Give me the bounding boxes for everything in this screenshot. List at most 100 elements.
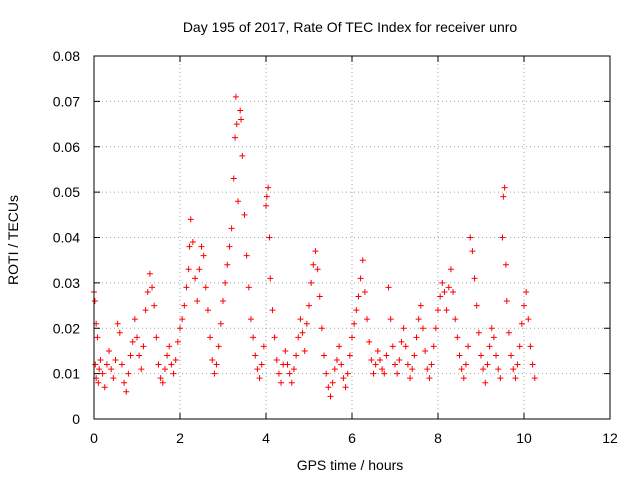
- data-point: [502, 261, 509, 268]
- data-point: [121, 379, 128, 386]
- data-point: [518, 320, 525, 327]
- data-point: [525, 316, 532, 323]
- data-point: [495, 366, 502, 373]
- data-point: [398, 338, 405, 345]
- data-point: [327, 393, 334, 400]
- data-point: [245, 284, 252, 291]
- data-point: [514, 361, 521, 368]
- y-tick-label: 0.03: [53, 275, 80, 291]
- data-point: [254, 366, 261, 373]
- data-point: [499, 234, 506, 241]
- data-point: [510, 366, 517, 373]
- x-tick-label: 10: [516, 430, 532, 446]
- data-point: [501, 184, 508, 191]
- data-point: [204, 307, 211, 314]
- data-point: [325, 384, 332, 391]
- x-axis-label: GPS time / hours: [297, 457, 404, 473]
- data-point: [404, 361, 411, 368]
- data-point: [437, 293, 444, 300]
- data-point: [103, 361, 110, 368]
- data-point: [409, 366, 416, 373]
- data-point: [155, 361, 162, 368]
- data-point: [475, 329, 482, 336]
- axis-ticks: 0 2 4 6 8 10 12 0 0.01 0.02 0.03 0.04 0.05 0.06 0.07 0.…: [53, 48, 618, 446]
- data-point: [346, 352, 353, 359]
- data-point: [512, 375, 519, 382]
- data-point: [359, 257, 366, 264]
- data-point: [318, 325, 325, 332]
- data-point: [266, 234, 273, 241]
- data-point: [361, 288, 368, 295]
- data-point: [181, 302, 188, 309]
- data-point: [503, 298, 510, 305]
- data-point: [267, 275, 274, 282]
- data-point: [164, 352, 171, 359]
- data-point: [521, 302, 527, 309]
- data-point: [151, 302, 158, 309]
- data-point: [239, 152, 246, 159]
- data-point: [118, 361, 125, 368]
- data-point: [94, 334, 101, 341]
- data-point: [441, 288, 448, 295]
- data-point: [435, 307, 441, 314]
- data-point: [252, 352, 259, 359]
- data-point: [114, 320, 121, 327]
- data-point: [265, 184, 272, 191]
- data-point: [376, 357, 383, 364]
- data-point: [232, 93, 239, 100]
- data-point: [413, 334, 420, 341]
- data-point: [129, 338, 136, 345]
- data-point: [189, 239, 196, 246]
- data-point: [215, 343, 222, 350]
- data-point: [349, 334, 355, 341]
- data-point: [484, 361, 491, 368]
- data-point: [228, 225, 235, 232]
- data-point: [379, 366, 386, 373]
- data-point: [243, 252, 250, 259]
- data-point: [353, 307, 360, 314]
- data-point: [134, 334, 140, 341]
- data-point: [336, 343, 343, 350]
- data-point: [333, 357, 340, 364]
- data-point: [157, 375, 164, 382]
- data-point: [480, 366, 487, 373]
- data-point: [269, 307, 276, 314]
- data-point: [454, 334, 461, 341]
- data-point: [140, 343, 147, 350]
- data-point: [411, 352, 418, 359]
- data-point: [529, 361, 536, 368]
- data-point: [213, 361, 220, 368]
- data-point: [372, 361, 379, 368]
- data-point: [198, 243, 205, 250]
- y-tick-label: 0.01: [53, 366, 80, 382]
- data-point: [422, 347, 429, 354]
- data-point: [263, 202, 269, 209]
- data-point: [168, 361, 175, 368]
- data-point: [127, 352, 134, 359]
- data-point: [488, 325, 495, 332]
- data-point: [293, 352, 300, 359]
- data-point: [224, 261, 231, 268]
- data-point: [172, 357, 179, 364]
- data-point: [428, 361, 435, 368]
- data-point: [217, 320, 224, 327]
- data-point: [443, 307, 450, 314]
- data-point: [490, 334, 497, 341]
- data-point: [282, 347, 289, 354]
- data-point: [290, 366, 297, 373]
- data-point: [159, 379, 166, 386]
- data-point: [426, 375, 433, 382]
- data-point: [478, 352, 484, 359]
- data-point: [161, 366, 168, 373]
- data-point: [331, 366, 338, 373]
- data-point: [321, 352, 328, 359]
- data-point: [192, 275, 199, 282]
- x-tick-label: 6: [348, 430, 356, 446]
- data-point: [271, 334, 278, 341]
- data-point: [136, 352, 143, 359]
- data-point: [392, 361, 398, 368]
- data-point: [232, 134, 239, 141]
- data-point: [250, 334, 257, 341]
- data-point: [508, 352, 515, 359]
